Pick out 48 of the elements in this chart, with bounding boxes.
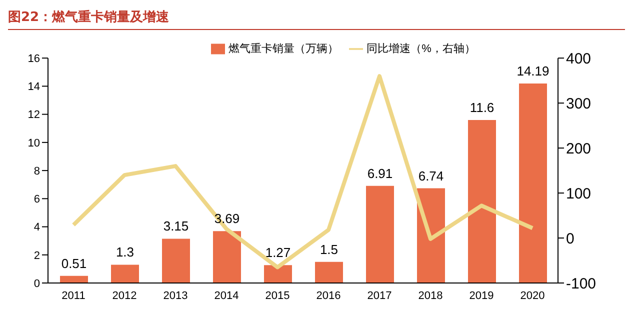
y2-tick-label: -100 xyxy=(566,275,596,292)
bar xyxy=(60,276,88,283)
data-label: 3.69 xyxy=(214,211,240,226)
y2-tick-label: 200 xyxy=(566,140,592,158)
bar xyxy=(162,238,190,283)
data-label: 11.6 xyxy=(470,100,494,115)
x-tick-label: 2013 xyxy=(163,290,188,302)
legend-label: 同比增速（%，右轴） xyxy=(366,43,476,55)
chart-title: 图22：燃气重卡销量及增速 xyxy=(8,8,625,30)
data-label: 1.27 xyxy=(265,245,291,260)
y-tick-label: 0 xyxy=(34,278,40,290)
bar xyxy=(417,188,445,283)
bar xyxy=(366,186,394,283)
y-tick-label: 14 xyxy=(28,81,40,94)
x-tick-label: 2014 xyxy=(214,290,239,302)
data-label: 1.3 xyxy=(116,244,134,260)
x-tick-label: 2012 xyxy=(112,290,137,302)
data-label: 6.91 xyxy=(367,166,393,181)
bar xyxy=(213,231,241,283)
data-label: 14.19 xyxy=(516,64,550,79)
x-tick-label: 2017 xyxy=(367,290,392,302)
y-tick-label: 16 xyxy=(28,53,40,65)
y2-tick-label: 300 xyxy=(566,95,592,112)
x-tick-label: 2019 xyxy=(469,290,494,302)
data-label: 0.51 xyxy=(61,256,87,271)
data-label: 6.74 xyxy=(418,168,444,184)
y-tick-label: 4 xyxy=(34,222,40,234)
bar xyxy=(468,120,496,283)
bar xyxy=(264,265,292,283)
bar xyxy=(315,262,343,283)
y2-tick-label: 400 xyxy=(566,50,592,68)
y-tick-label: 12 xyxy=(28,109,40,122)
bar xyxy=(111,264,139,283)
y-tick-label: 8 xyxy=(34,165,40,178)
legend-label: 燃气重卡销量（万辆） xyxy=(228,43,339,55)
x-tick-label: 2011 xyxy=(62,290,86,302)
y-tick-label: 6 xyxy=(34,194,40,206)
x-tick-label: 2018 xyxy=(418,290,443,302)
x-tick-label: 2016 xyxy=(316,290,341,302)
y-tick-label: 10 xyxy=(28,137,40,150)
bar xyxy=(519,84,547,283)
y-tick-label: 2 xyxy=(34,250,40,262)
y2-tick-label: 0 xyxy=(566,230,574,248)
x-tick-label: 2015 xyxy=(265,290,290,302)
x-tick-label: 2020 xyxy=(520,290,545,302)
data-label: 3.15 xyxy=(163,218,189,234)
data-label: 1.5 xyxy=(320,242,338,257)
y2-tick-label: 100 xyxy=(566,185,592,202)
